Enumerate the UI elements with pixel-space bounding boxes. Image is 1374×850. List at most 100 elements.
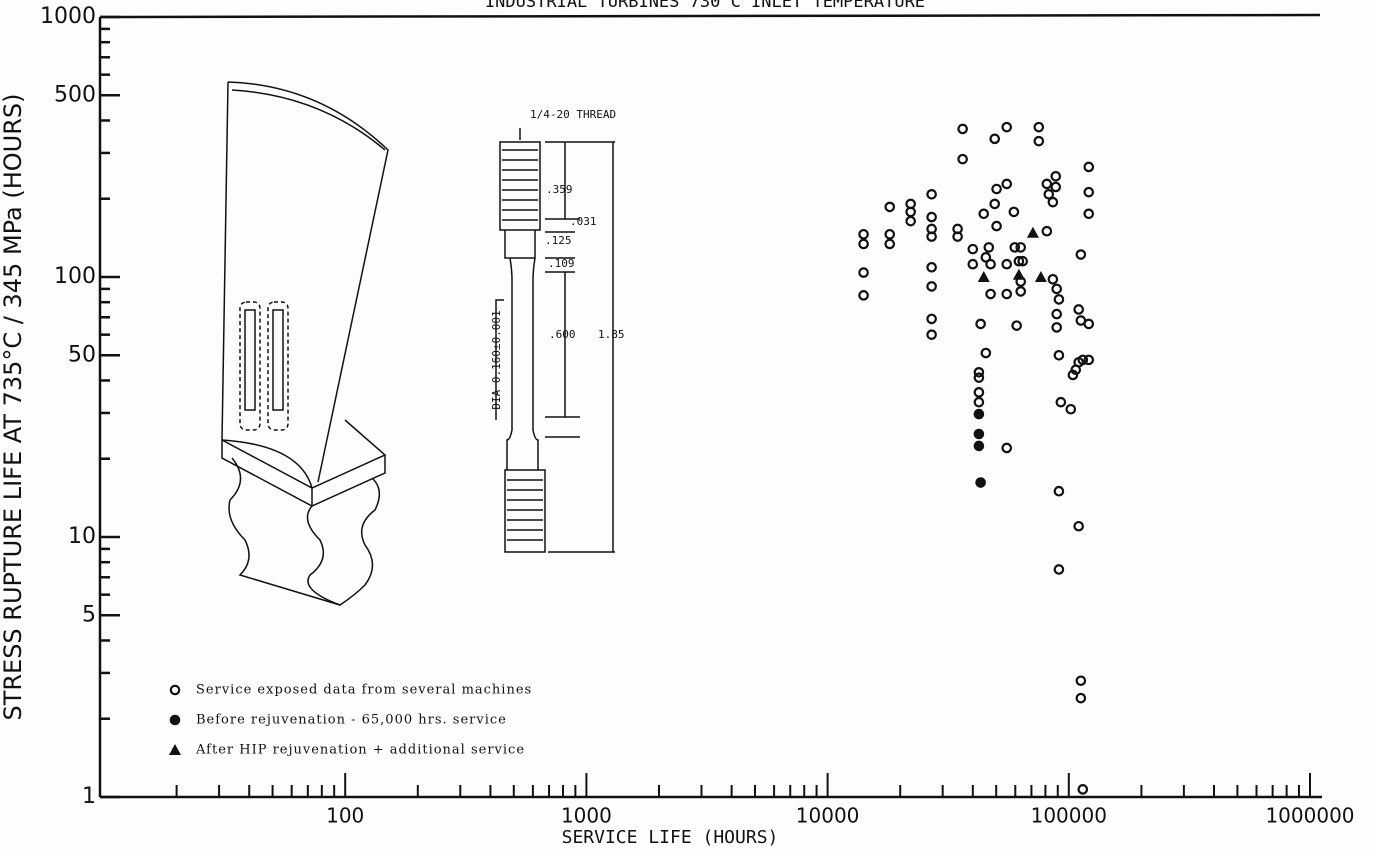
data-point (926, 281, 937, 292)
data-point (1026, 226, 1039, 238)
data-point (1050, 170, 1062, 182)
annotation: .359 (546, 183, 573, 196)
data-point (1015, 242, 1027, 253)
data-point (978, 208, 990, 220)
data-point (1047, 196, 1059, 208)
data-point (975, 477, 986, 488)
annotation: .125 (545, 234, 572, 247)
data-point (1033, 135, 1045, 147)
data-point (989, 198, 1001, 210)
data-point (1001, 121, 1013, 133)
data-point (1053, 485, 1065, 497)
data-point (1012, 268, 1025, 280)
data-point (884, 228, 896, 240)
data-point (1075, 692, 1087, 704)
legend-label: After HIP rejuvenation + additional serv… (195, 743, 525, 758)
data-point (1034, 271, 1047, 282)
y-tick-label: 500 (54, 82, 96, 107)
blade-drawing (221, 81, 389, 606)
data-point (1083, 318, 1095, 330)
data-point (1051, 283, 1063, 295)
annotation: .031 (570, 215, 597, 228)
data-point (1043, 189, 1055, 200)
data-point (1013, 255, 1025, 267)
data-point (858, 228, 869, 240)
data-point (1083, 354, 1095, 366)
data-point (973, 396, 985, 408)
annotation: 1/4-20 THREAD (530, 108, 616, 121)
y-tick-label: 1000 (40, 4, 96, 29)
annotation: 1.85 (598, 328, 625, 341)
data-point (973, 440, 985, 452)
data-point (1053, 564, 1065, 575)
legend-marker (169, 744, 181, 755)
data-point (1083, 161, 1095, 173)
x-tick-label: 10000 (796, 804, 860, 828)
data-point (985, 288, 996, 300)
data-point (858, 238, 869, 250)
legend-label: Before rejuvenation - 65,000 hrs. servic… (196, 713, 507, 728)
data-point (1067, 369, 1079, 381)
data-point (1001, 442, 1013, 454)
data-point (1047, 273, 1059, 285)
data-point (1083, 186, 1095, 198)
data-point (1001, 258, 1013, 270)
annotation: DIA 0.160±0.001 (490, 310, 503, 409)
specimen-drawing (495, 128, 615, 553)
y-tick-label: 1 (82, 784, 96, 809)
x-tick-label: 1000 (561, 804, 612, 828)
data-point (926, 261, 937, 273)
data-point (858, 267, 869, 278)
data-point (1075, 675, 1087, 687)
data-point (926, 211, 937, 223)
data-point (1065, 403, 1077, 415)
data-point (952, 231, 963, 242)
data-point (973, 387, 985, 398)
data-point (977, 271, 990, 282)
data-point (980, 252, 992, 263)
data-point (973, 366, 985, 378)
data-point (973, 408, 985, 420)
data-point (985, 258, 996, 270)
y-tick-label: 5 (82, 602, 96, 627)
legend-marker (169, 714, 181, 726)
data-point (926, 329, 937, 340)
data-point (1050, 181, 1062, 193)
y-tick-label: 10 (68, 524, 96, 549)
data-point (1041, 178, 1053, 190)
x-tick-label: 1000000 (1265, 804, 1354, 828)
y-axis-label: STRESS RUPTURE LIFE AT 735°C / 345 MPa (… (0, 93, 27, 720)
data-point (1015, 286, 1027, 297)
data-point (980, 347, 992, 359)
data-point (1008, 206, 1020, 218)
data-point (973, 428, 985, 440)
x-tick-label: 100 (326, 804, 364, 828)
data-point (967, 243, 979, 255)
data-point (1017, 255, 1029, 267)
legend-label: Service exposed data from several machin… (196, 683, 532, 698)
data-point (957, 123, 968, 135)
data-point (1011, 320, 1022, 331)
data-point (1077, 784, 1089, 795)
data-point (991, 220, 1002, 232)
data-point (1055, 396, 1067, 408)
annotation: .600 (549, 328, 576, 341)
data-point (1073, 304, 1084, 315)
data-point (858, 290, 869, 301)
axes-frame (98, 13, 1322, 799)
y-tick-label: 100 (54, 264, 96, 289)
chart-title: INDUSTRIAL TURBINES 730°C INLET TEMPERAT… (485, 0, 925, 12)
data-point (967, 258, 979, 270)
data-point (884, 238, 896, 250)
data-point (1051, 308, 1063, 320)
data-point (989, 133, 1001, 145)
data-point (991, 183, 1002, 195)
x-axis-label: SERVICE LIFE (HOURS) (562, 827, 779, 848)
data-point (926, 313, 937, 325)
data-point (1033, 121, 1045, 133)
data-point (905, 215, 916, 227)
data-point (983, 242, 995, 253)
x-tick-label: 100000 (1031, 804, 1107, 828)
data-point (1001, 288, 1013, 300)
